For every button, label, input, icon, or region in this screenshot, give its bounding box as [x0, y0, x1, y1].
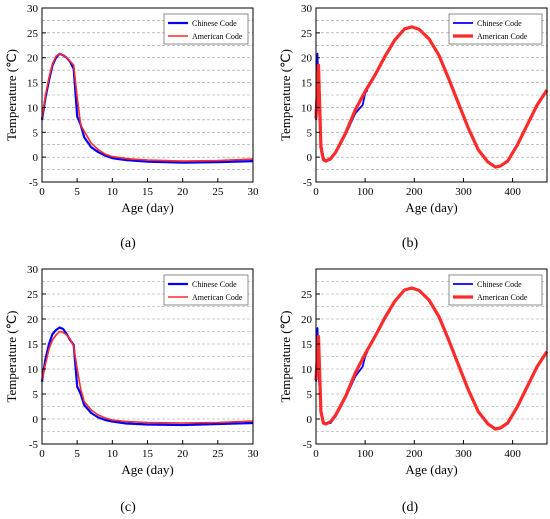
y-axis-label: Temperature (℃) [278, 49, 293, 141]
y-tick-label: 25 [27, 289, 39, 301]
x-tick-label: 100 [357, 448, 374, 460]
y-tick-label: -5 [29, 177, 39, 189]
legend-box [448, 13, 543, 45]
x-tick-label: 5 [74, 186, 80, 198]
series-line-american [41, 52, 254, 162]
legend-label: American Code [477, 32, 528, 41]
x-tick-label: 300 [455, 448, 472, 460]
y-tick-label: 15 [27, 339, 39, 351]
y-tick-label: 30 [27, 264, 39, 276]
x-tick-label: 30 [248, 448, 260, 460]
y-axis-label: Temperature (℃) [278, 310, 293, 402]
y-tick-label: 0 [33, 414, 39, 426]
series-line-chinese [40, 326, 254, 427]
x-tick-label: 25 [212, 448, 224, 460]
x-tick-label: 10 [107, 448, 119, 460]
panel-caption: (c) [120, 500, 136, 515]
x-tick-label: 300 [455, 186, 472, 198]
y-tick-label: 20 [301, 53, 313, 65]
legend-label: American Code [192, 32, 243, 41]
x-tick-label: 30 [248, 186, 260, 198]
y-tick-label: 25 [27, 28, 39, 40]
x-tick-label: 20 [177, 186, 189, 198]
legend-label: Chinese Code [192, 280, 237, 289]
x-tick-label: 200 [406, 186, 423, 198]
x-tick-label: 0 [39, 186, 45, 198]
y-tick-label: 20 [27, 53, 39, 65]
legend: Chinese Code American Code [448, 274, 543, 306]
y-tick-label: 15 [27, 78, 39, 90]
x-tick-label: 400 [504, 186, 521, 198]
x-axis-label: Age (day) [121, 462, 173, 477]
y-tick-label: 20 [27, 314, 39, 326]
legend-box [163, 13, 249, 45]
y-tick-label: -5 [303, 439, 313, 451]
legend: Chinese Code American Code [448, 13, 543, 45]
y-axis-label: Temperature (℃) [4, 49, 19, 141]
y-tick-label: 20 [301, 314, 313, 326]
y-tick-label: 10 [301, 364, 313, 376]
y-tick-label: 25 [301, 289, 313, 301]
y-tick-label: 5 [307, 389, 313, 401]
legend: Chinese Code American Code [163, 274, 249, 306]
x-tick-label: 20 [177, 448, 189, 460]
legend-label: American Code [192, 293, 243, 302]
x-axis-label: Age (day) [405, 200, 457, 215]
y-axis-label: Temperature (℃) [4, 310, 19, 402]
x-tick-label: 15 [142, 448, 154, 460]
series-line-american [314, 286, 549, 431]
y-tick-label: 30 [301, 3, 313, 15]
x-tick-label: 100 [357, 186, 374, 198]
panel-caption: (a) [120, 236, 136, 251]
x-tick-label: 0 [313, 186, 319, 198]
y-tick-label: 15 [301, 339, 313, 351]
x-tick-label: 15 [142, 186, 154, 198]
y-tick-label: 15 [301, 78, 313, 90]
y-tick-label: -5 [29, 439, 39, 451]
legend-label: Chinese Code [477, 19, 522, 28]
y-tick-label: 10 [27, 102, 39, 114]
y-tick-label: 0 [307, 152, 313, 164]
legend: Chinese Code American Code [163, 13, 249, 45]
series-line-chinese [315, 327, 369, 425]
x-axis-label: Age (day) [121, 200, 173, 215]
y-tick-label: 5 [33, 389, 39, 401]
x-tick-label: 0 [39, 448, 45, 460]
y-tick-label: 30 [27, 3, 39, 15]
x-tick-label: 25 [212, 186, 224, 198]
series-line-american [41, 330, 254, 424]
plot-frame [315, 268, 548, 445]
x-tick-label: 0 [313, 448, 319, 460]
y-tick-label: 10 [27, 364, 39, 376]
legend-label: American Code [477, 293, 528, 302]
x-axis-label: Age (day) [405, 462, 457, 477]
legend-label: Chinese Code [477, 280, 522, 289]
x-tick-label: 10 [107, 186, 119, 198]
y-tick-label: 5 [33, 127, 39, 139]
series-line-american [314, 25, 549, 169]
legend-label: Chinese Code [192, 19, 237, 28]
y-tick-label: 10 [301, 102, 313, 114]
panel-caption: (b) [402, 236, 419, 251]
plot-frame [315, 7, 548, 183]
legend-box [163, 274, 249, 306]
y-tick-label: 25 [301, 28, 313, 40]
y-tick-label: 5 [307, 127, 313, 139]
y-tick-label: -5 [303, 177, 313, 189]
y-tick-label: 0 [307, 414, 313, 426]
y-tick-label: 0 [33, 152, 39, 164]
x-tick-label: 5 [74, 448, 80, 460]
legend-box [448, 274, 543, 306]
x-tick-label: 200 [406, 448, 423, 460]
panel-caption: (d) [402, 500, 419, 515]
x-tick-label: 400 [504, 448, 521, 460]
